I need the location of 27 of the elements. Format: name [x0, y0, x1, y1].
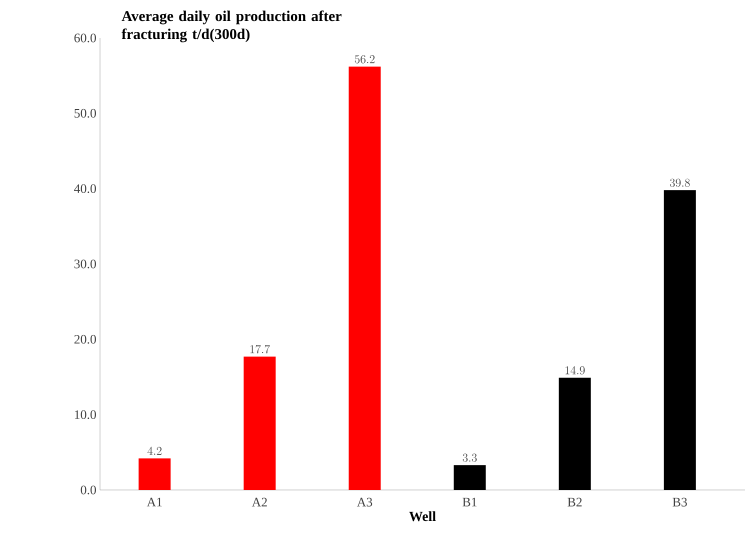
- x-tick-label: B3: [672, 498, 687, 506]
- x-tick-label: B2: [568, 498, 582, 506]
- y-tick-label: 60.0: [74, 34, 96, 42]
- bar: [244, 356, 276, 490]
- y-tick-label: 40.0: [74, 184, 96, 194]
- data-label: 3.3: [462, 454, 477, 462]
- x-tick-label: A1: [146, 498, 162, 506]
- x-tick-label: A2: [252, 498, 267, 506]
- y-tick-label: 0.0: [80, 486, 96, 494]
- y-tick-label: 50.0: [74, 108, 96, 118]
- bar: [664, 190, 696, 490]
- data-label: 17.7: [250, 345, 270, 354]
- bar: [138, 458, 171, 490]
- bar: [348, 66, 381, 490]
- data-label: 56.2: [354, 55, 375, 64]
- y-tick-label: 10.0: [74, 410, 96, 420]
- bar: [454, 465, 486, 490]
- y-axis-title: Average daily oil production after fracturing t/d(300d): [122, 10, 342, 42]
- y-tick-label: 30.0: [74, 260, 96, 268]
- data-label: 14.9: [566, 366, 585, 374]
- x-tick-label: B1: [462, 498, 477, 506]
- data-label: 39.8: [670, 178, 690, 187]
- y-tick-label: 20.0: [74, 334, 96, 344]
- data-label: 4.2: [147, 446, 162, 455]
- x-axis-title: Well: [409, 511, 436, 522]
- x-tick-label: A3: [356, 498, 372, 506]
- bar: [558, 378, 591, 490]
